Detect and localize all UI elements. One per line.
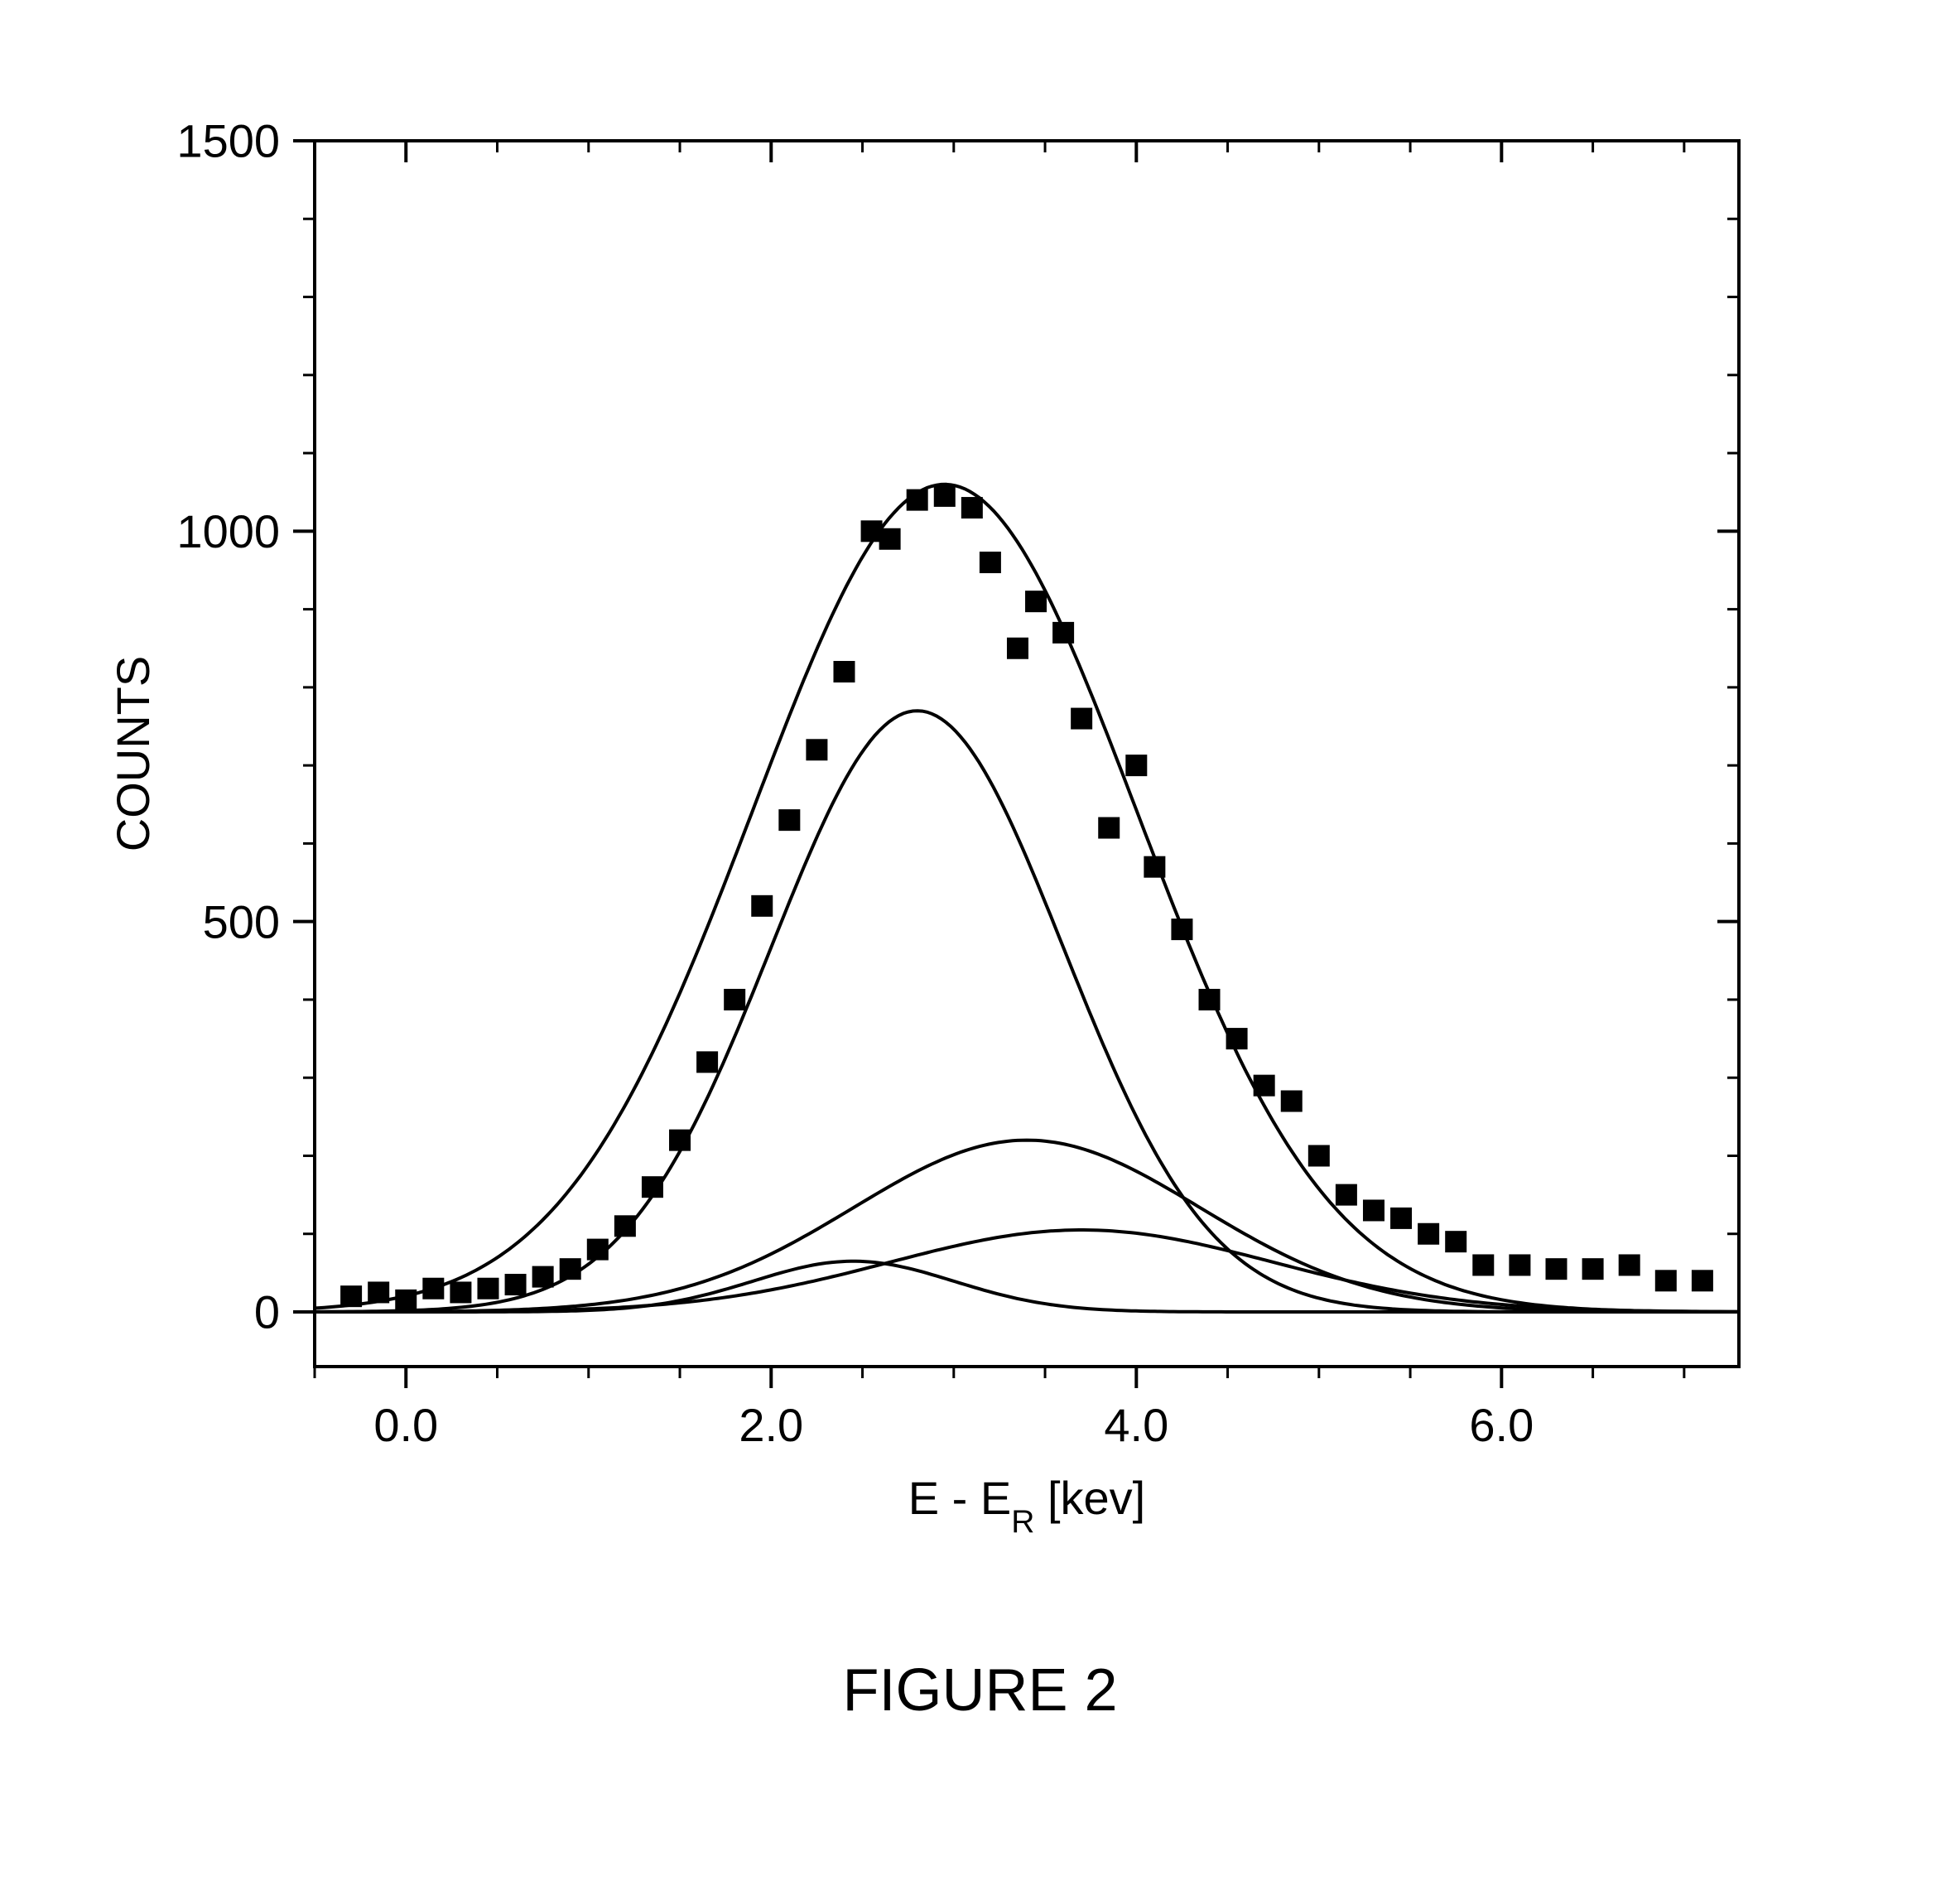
data-point <box>778 809 800 831</box>
data-point <box>833 661 855 682</box>
data-point <box>1071 708 1092 730</box>
data-point <box>560 1258 581 1280</box>
y-tick-label: 0 <box>254 1286 280 1338</box>
y-tick-label: 1000 <box>176 505 280 557</box>
data-point <box>1363 1199 1385 1221</box>
data-point <box>477 1278 498 1299</box>
data-point <box>806 739 827 760</box>
x-tick-label: 0.0 <box>373 1399 438 1451</box>
y-tick-label: 500 <box>203 895 280 948</box>
x-tick-label: 6.0 <box>1469 1399 1534 1451</box>
data-point <box>1052 622 1074 644</box>
data-point <box>1390 1208 1412 1229</box>
data-point <box>1199 989 1221 1010</box>
data-point <box>724 989 745 1010</box>
data-point <box>1144 856 1165 878</box>
data-point <box>1692 1270 1713 1291</box>
data-point <box>1125 755 1147 776</box>
x-tick-label: 4.0 <box>1104 1399 1168 1451</box>
figure-caption: FIGURE 2 <box>0 1656 1960 1724</box>
data-point <box>1418 1223 1439 1245</box>
data-point <box>934 485 956 507</box>
data-point <box>1308 1145 1330 1166</box>
data-point <box>1472 1254 1494 1275</box>
data-point <box>450 1281 471 1303</box>
data-point <box>1336 1184 1357 1206</box>
data-point <box>1619 1254 1640 1275</box>
figure-page: 0.0 2.0 4.0 6.0 0 500 1000 1500 COUNTS E - ER [ke… <box>0 0 1960 1895</box>
data-point <box>961 497 983 518</box>
data-point <box>614 1215 636 1237</box>
data-point <box>879 528 901 550</box>
data-point <box>751 895 773 917</box>
data-point <box>696 1051 718 1073</box>
data-point <box>532 1266 554 1288</box>
data-point <box>1545 1258 1567 1280</box>
data-point <box>505 1274 527 1295</box>
data-point <box>395 1290 417 1311</box>
data-point <box>1171 919 1192 940</box>
data-point <box>1445 1231 1466 1252</box>
data-point <box>1582 1258 1604 1280</box>
data-point <box>980 552 1001 573</box>
plot-frame <box>315 141 1739 1367</box>
data-point <box>587 1239 609 1261</box>
data-point <box>1007 638 1028 659</box>
spectrum-chart: 0.0 2.0 4.0 6.0 0 500 1000 1500 COUNTS E - ER [ke… <box>0 0 1960 1895</box>
data-point <box>642 1176 663 1198</box>
data-point <box>340 1285 362 1307</box>
data-point <box>422 1278 444 1299</box>
data-point <box>1226 1028 1248 1049</box>
data-point <box>368 1281 389 1303</box>
data-point <box>1025 591 1047 612</box>
data-point <box>1281 1090 1303 1111</box>
data-point <box>907 489 928 511</box>
data-point <box>1098 817 1120 839</box>
data-point <box>1655 1270 1677 1291</box>
y-tick-label: 1500 <box>176 115 280 167</box>
data-point <box>1254 1075 1275 1097</box>
x-tick-label: 2.0 <box>739 1399 803 1451</box>
data-point <box>1509 1254 1530 1275</box>
y-axis-label: COUNTS <box>107 656 159 851</box>
x-axis-label: E - ER [kev] <box>908 1472 1145 1540</box>
data-point <box>669 1130 691 1151</box>
